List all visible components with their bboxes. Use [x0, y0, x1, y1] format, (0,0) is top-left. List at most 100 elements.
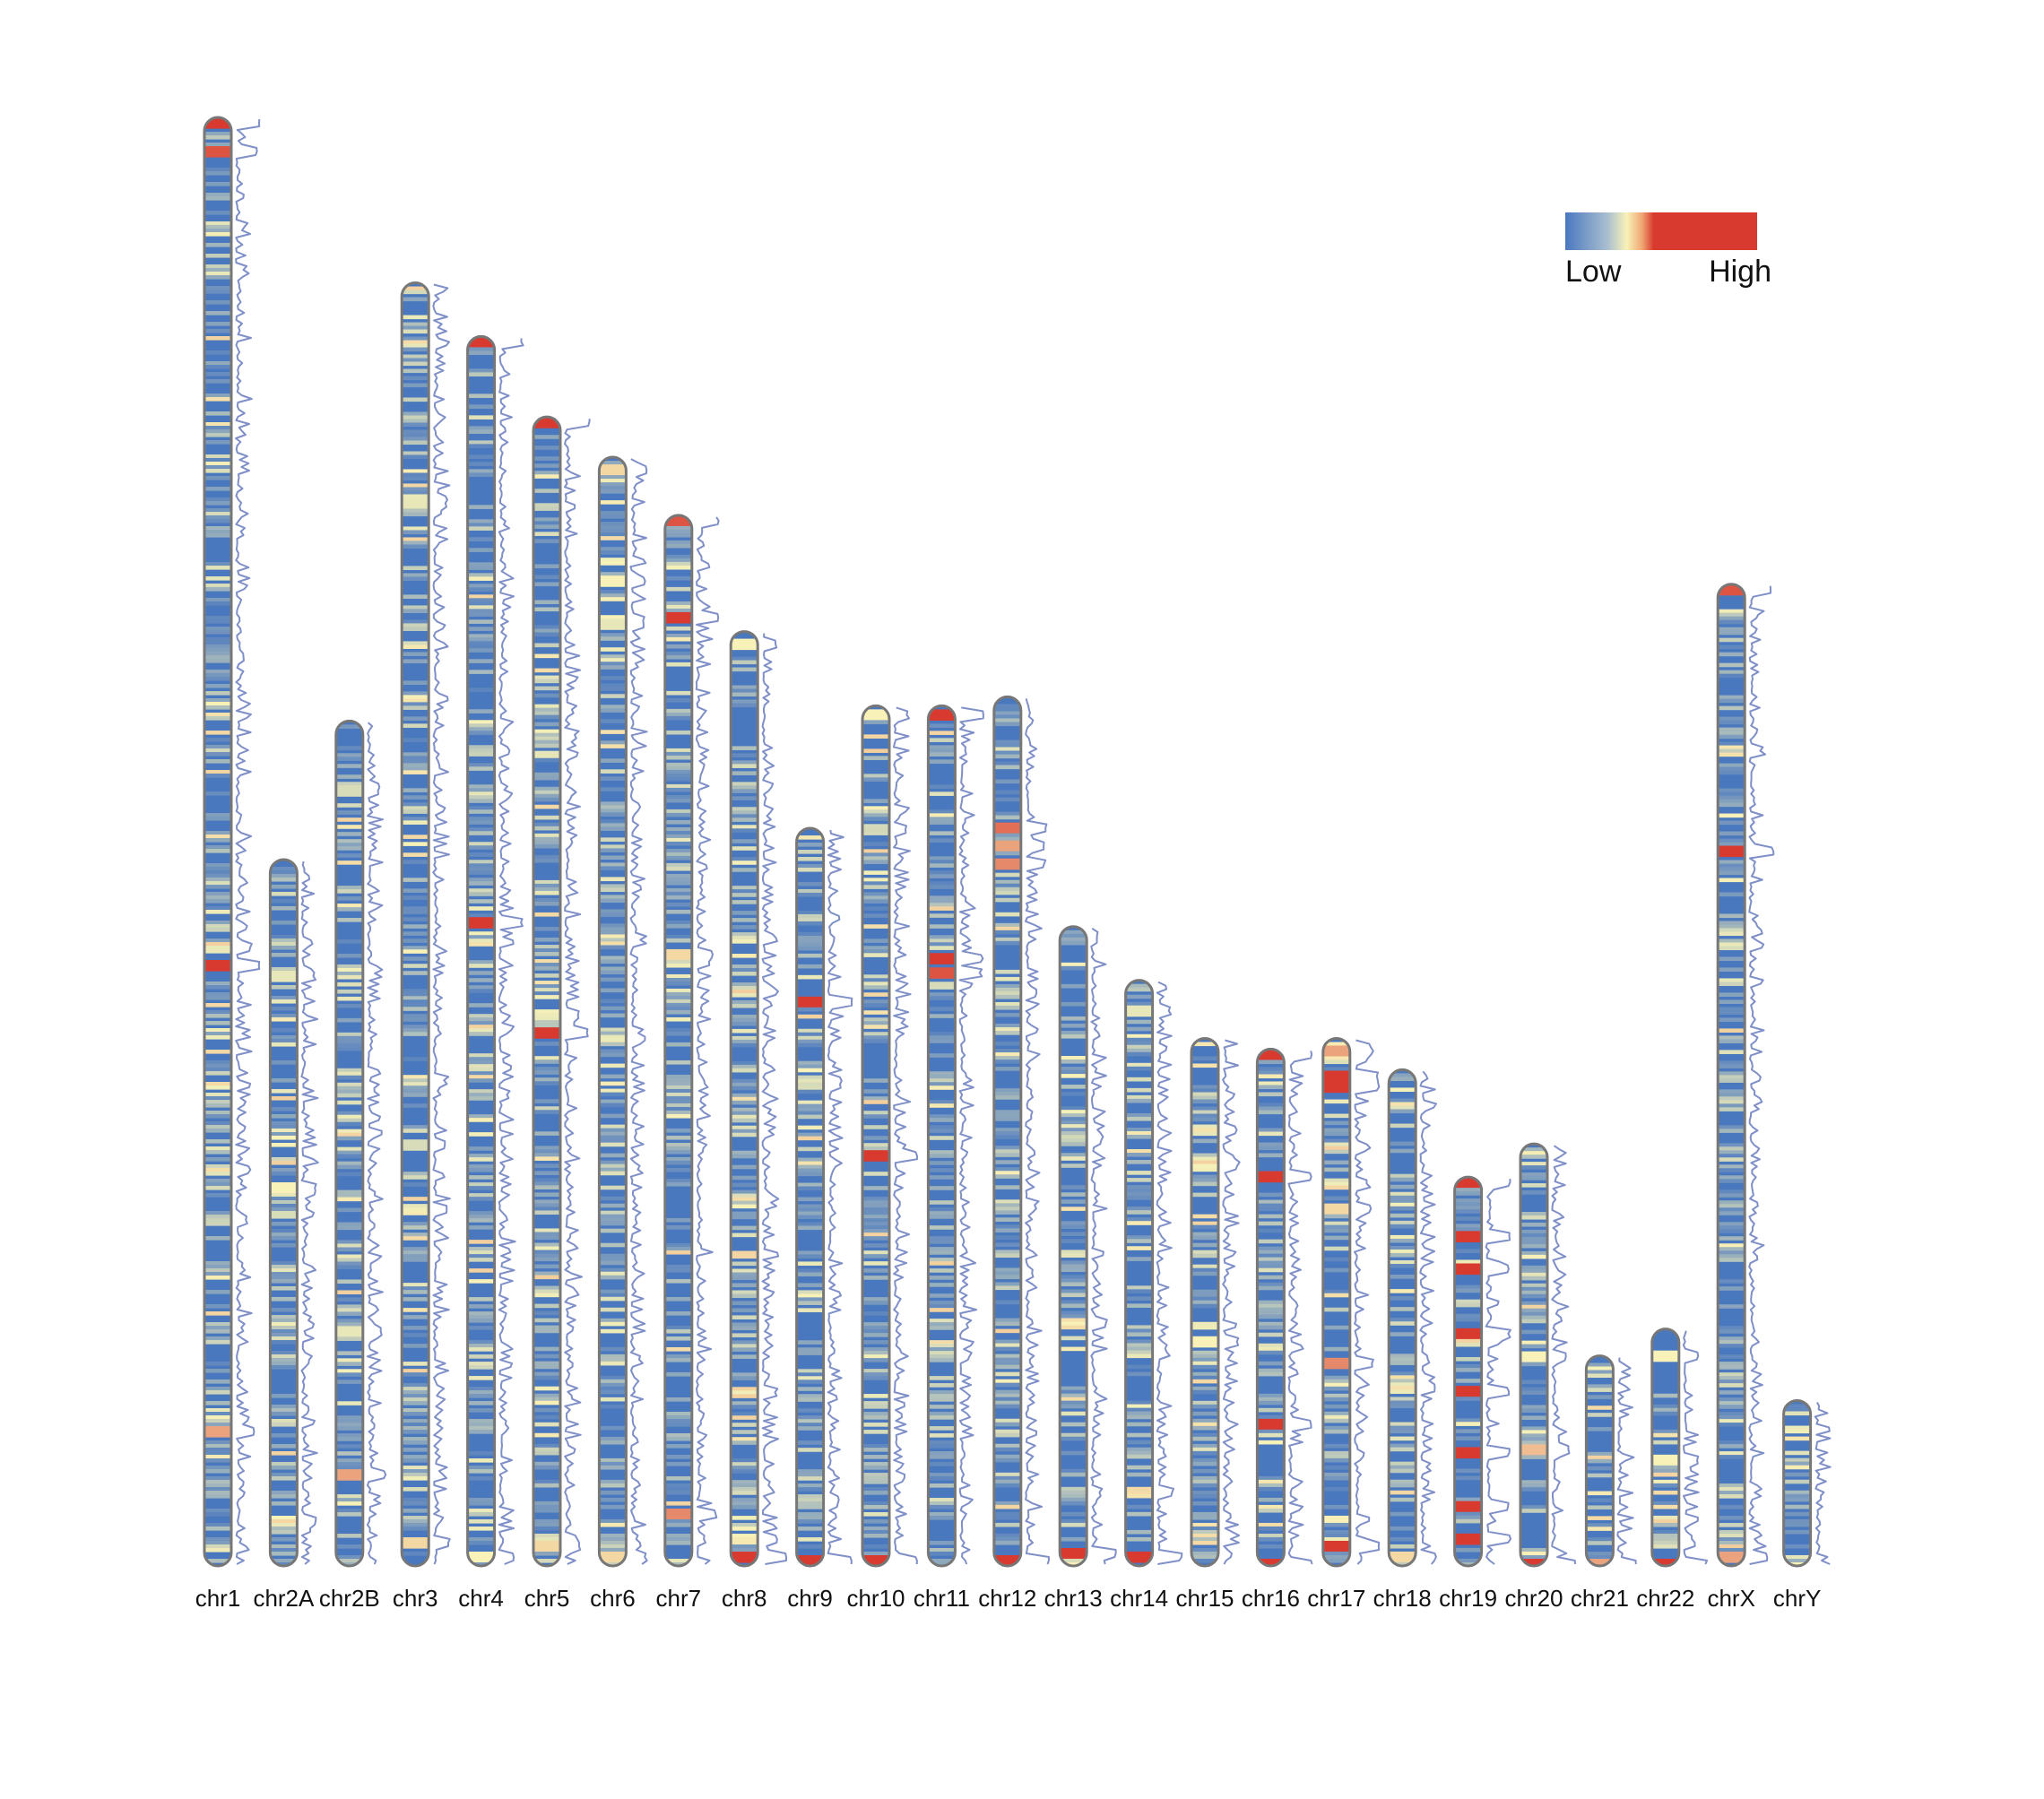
- density-band: [664, 712, 692, 717]
- density-band: [731, 925, 758, 930]
- density-band: [1783, 1461, 1811, 1466]
- density-band: [928, 1397, 956, 1402]
- density-band: [796, 1372, 824, 1377]
- density-band: [993, 836, 1021, 842]
- chromosome-outline: [268, 858, 299, 1568]
- density-band: [1454, 1177, 1482, 1181]
- chromosome-label: chr15: [1175, 1585, 1234, 1612]
- density-band: [1454, 1284, 1482, 1290]
- density-band: [204, 1448, 231, 1452]
- density-band: [270, 1192, 298, 1198]
- density-band: [1322, 1293, 1350, 1298]
- density-band: [533, 1031, 560, 1035]
- density-band: [1191, 1547, 1218, 1553]
- density-band: [467, 906, 495, 911]
- density-band: [862, 1326, 889, 1330]
- density-band: [599, 927, 627, 932]
- density-band: [1191, 1551, 1218, 1556]
- density-band: [402, 1129, 429, 1133]
- density-band: [1191, 1400, 1218, 1405]
- density-band: [1454, 1224, 1482, 1228]
- density-band: [928, 974, 956, 979]
- density-band: [533, 564, 560, 569]
- density-band: [1520, 1390, 1547, 1396]
- density-band: [1060, 1293, 1087, 1298]
- density-band: [862, 1559, 889, 1563]
- density-band: [796, 1283, 824, 1287]
- density-band: [664, 769, 692, 774]
- density-band: [993, 722, 1021, 727]
- chromosome-outline: [400, 281, 430, 1568]
- density-band: [599, 719, 627, 723]
- density-band: [402, 537, 429, 542]
- density-band: [599, 1242, 627, 1248]
- density-band: [533, 912, 560, 917]
- density-band: [533, 1325, 560, 1330]
- density-band: [533, 890, 560, 895]
- density-band: [467, 971, 495, 975]
- density-band: [731, 1344, 758, 1348]
- density-profile-line: [432, 283, 451, 1565]
- density-band: [1191, 1411, 1218, 1416]
- density-band: [1191, 1113, 1218, 1119]
- density-band: [402, 566, 429, 571]
- density-band: [402, 888, 429, 893]
- density-band: [796, 1527, 824, 1531]
- density-band: [533, 1479, 560, 1484]
- density-band: [1257, 1192, 1285, 1198]
- density-band: [928, 938, 956, 943]
- density-band: [1586, 1370, 1614, 1375]
- density-band: [1520, 1176, 1547, 1181]
- density-band: [1191, 1224, 1218, 1230]
- density-band: [270, 1207, 298, 1212]
- density-band: [1718, 1175, 1745, 1180]
- density-band: [1060, 1436, 1087, 1441]
- density-band: [402, 1423, 429, 1427]
- density-band: [204, 1050, 231, 1054]
- density-band: [993, 887, 1021, 892]
- density-band: [993, 1318, 1021, 1323]
- density-band: [599, 1461, 627, 1466]
- density-band: [993, 1235, 1021, 1240]
- density-band: [204, 946, 231, 950]
- density-band: [1651, 1465, 1679, 1470]
- density-band: [796, 1182, 824, 1188]
- density-band: [862, 1301, 889, 1305]
- density-band: [335, 1476, 363, 1481]
- density-band: [204, 698, 231, 703]
- density-band: [467, 426, 495, 430]
- density-band: [467, 820, 495, 825]
- density-band: [467, 612, 495, 617]
- density-band: [862, 1215, 889, 1219]
- density-band: [993, 1515, 1021, 1520]
- density-band: [731, 1487, 758, 1492]
- density-band: [1783, 1465, 1811, 1470]
- density-band: [533, 532, 560, 536]
- density-band: [467, 1498, 495, 1502]
- density-band: [467, 1304, 495, 1309]
- density-band: [1718, 1326, 1745, 1330]
- density-band: [1389, 1479, 1416, 1484]
- density-band: [402, 1448, 429, 1452]
- density-band: [270, 898, 298, 904]
- density-band: [533, 952, 560, 956]
- density-band: [1322, 1364, 1350, 1370]
- chromosome-label: chr6: [590, 1585, 636, 1612]
- density-band: [204, 684, 231, 688]
- density-band: [402, 1333, 429, 1337]
- density-band: [204, 1060, 231, 1065]
- density-band: [204, 899, 231, 904]
- density-band: [533, 1106, 560, 1111]
- density-band: [270, 1228, 298, 1233]
- density-band: [402, 451, 429, 456]
- density-band: [1718, 870, 1745, 876]
- density-band: [796, 1161, 824, 1166]
- density-band: [402, 347, 429, 352]
- density-band: [862, 860, 889, 864]
- density-band: [1454, 1181, 1482, 1185]
- density-band: [1322, 1196, 1350, 1201]
- density-band: [467, 469, 495, 473]
- density-band: [270, 1407, 298, 1413]
- density-band: [533, 607, 560, 612]
- density-band: [796, 1186, 824, 1191]
